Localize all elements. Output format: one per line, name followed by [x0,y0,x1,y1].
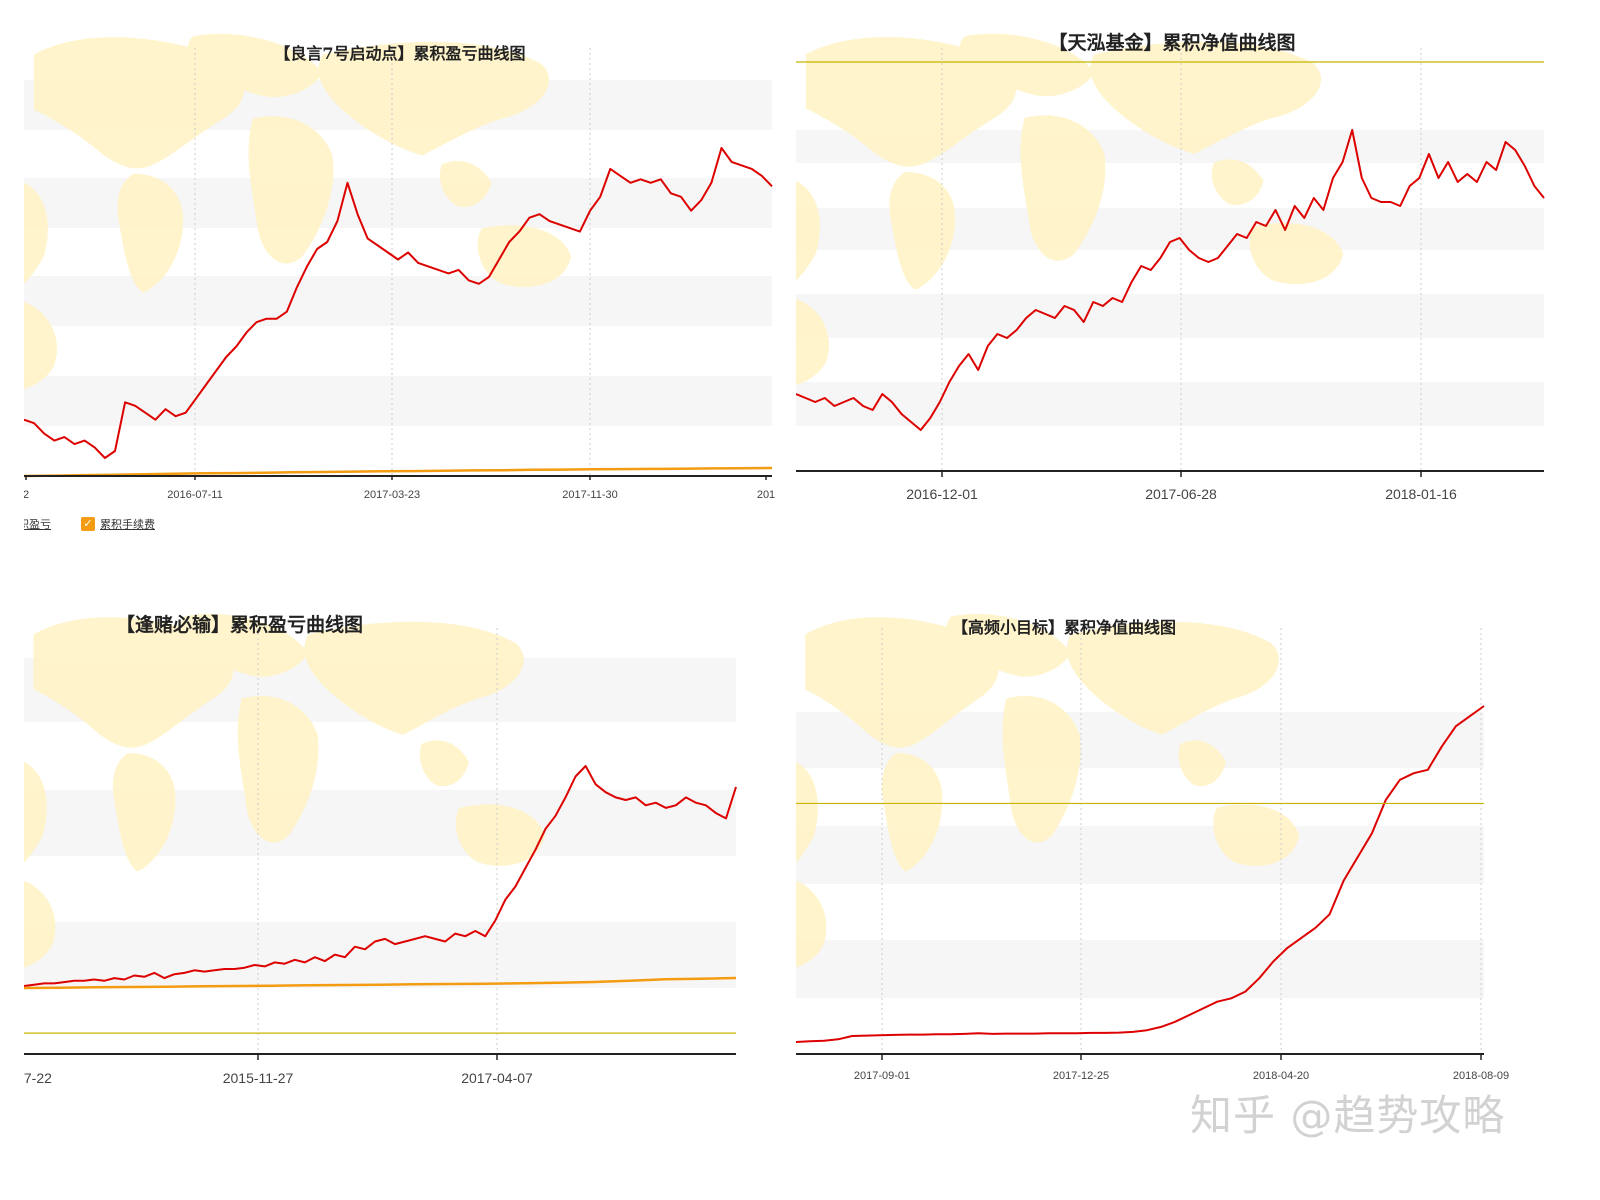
chart-title: 【逢赌必输】累积盈亏曲线图 [116,614,364,636]
legend-label: 积盈亏 [24,518,51,531]
x-tick-label: 201 [756,489,776,501]
x-tick-label: 2016-12-01 [906,486,978,502]
x-tick-label: 2018-04-20 [1252,1070,1310,1082]
chart-title: 【良言7号启动点】累积盈亏曲线图 [274,44,526,63]
fee-line [24,976,737,990]
x-tick-label: 2 [24,489,30,501]
chart-title: 【高频小目标】累积净值曲线图 [952,618,1177,637]
legend-item-profit[interactable]: 积盈亏 [24,516,51,532]
x-tick-label: 07-22 [24,1070,52,1086]
x-tick-label: 2018-08-09 [1452,1070,1510,1082]
chart-panel-4: 【高频小目标】累积净值曲线图 2017-09-01 2017-12-25 201… [796,598,1548,1098]
map-shape [805,617,999,748]
series-line [24,765,737,987]
x-tick-label: 2015-11-27 [222,1070,294,1086]
check-icon[interactable]: ✓ [81,517,95,531]
map-shape [1090,41,1322,154]
map-shape [33,617,234,748]
map-shape [24,762,47,863]
fee-line [24,466,773,478]
grid-band [24,922,736,988]
map-shape [805,37,1017,167]
world-map-background [796,33,1344,385]
map-shape [796,762,818,863]
map-shape [959,33,1095,97]
legend-label: 累积手续费 [100,518,155,531]
map-shape [419,740,469,787]
map-shape [112,753,176,872]
world-map-background [24,33,572,389]
map-shape [796,880,827,968]
x-tick-label: 2017-12-25 [1052,1070,1110,1082]
grid-band [796,382,1544,426]
map-shape [24,182,48,284]
map-shape [304,621,524,735]
chart-canvas-2 [796,33,1545,477]
map-shape [796,181,820,281]
x-tick-label: 2017-11-30 [562,489,618,501]
chart-panel-1: 【良言7号启动点】累积盈亏曲线图 2 2016-07-11 2017-03-23… [24,18,776,548]
x-tick-label: 2018-01-16 [1385,486,1457,502]
map-shape [1211,159,1264,205]
map-shape [248,116,334,264]
map-shape [881,753,943,872]
chart-canvas-3 [24,613,737,1060]
map-shape [455,804,545,866]
map-shape [24,880,56,968]
map-shape [33,37,245,169]
series-line [796,129,1545,431]
map-shape [1178,740,1226,787]
map-shape [180,613,309,677]
map-shape [1213,804,1300,866]
x-tick-label: 2017-03-23 [363,489,421,501]
x-tick-label: 2017-04-07 [461,1070,533,1086]
map-shape [187,33,323,98]
map-shape [889,172,956,290]
map-shape [117,173,184,293]
map-shape [946,613,1071,677]
x-tick-label: 2016-07-11 [167,489,223,501]
watermark: 知乎 @趋势攻略 [1190,1091,1506,1140]
x-tick-label: 2017-06-28 [1145,486,1217,502]
world-map-background [796,613,1300,968]
legend-item-fee[interactable]: ✓ 累积手续费 [81,516,155,532]
grid-band [796,294,1544,338]
map-shape [439,160,492,207]
map-shape [24,301,57,389]
grid-band [796,940,1484,998]
map-shape [477,225,572,288]
chart-canvas-1 [24,33,773,480]
world-map-background [24,613,545,968]
map-shape [1002,695,1081,843]
chart-panel-3: 【逢赌必输】累积盈亏曲线图 07-22 2015-11-27 2017-04-0… [24,598,776,1098]
map-shape [318,41,550,156]
map-shape [796,298,829,385]
x-tick-label: 2017-09-01 [853,1070,911,1082]
map-shape [1020,115,1106,261]
chart-canvas-4 [796,613,1485,1060]
series-line [24,147,773,459]
map-shape [1066,621,1279,735]
series-line [796,705,1485,1043]
chart-panel-2: 【天泓基金】累积净值曲线图 2016-12-01 2017-06-28 2018… [796,18,1548,518]
chart-title: 【天泓基金】累积净值曲线图 [1048,32,1296,54]
map-shape [237,695,319,843]
grid-band [24,376,772,426]
chart-legend: 积盈亏 ✓ 累积手续费 [24,516,155,532]
map-shape [1249,222,1344,285]
